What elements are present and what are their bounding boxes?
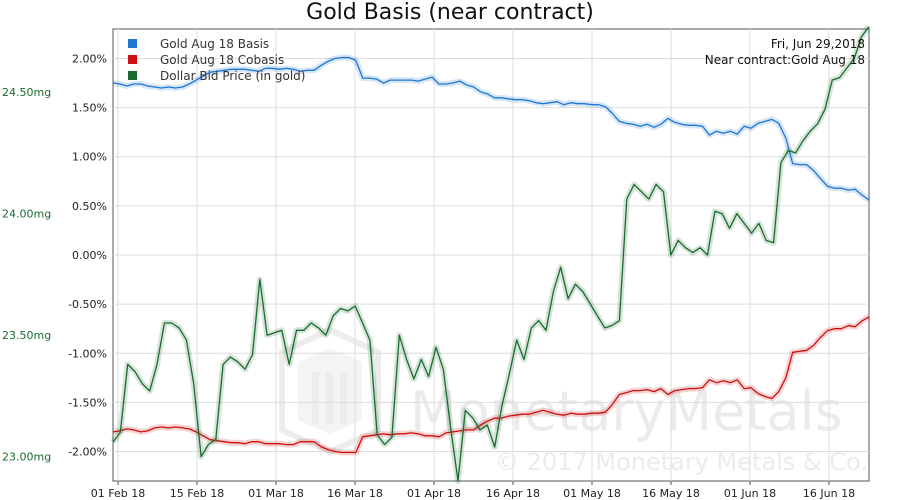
x-tick-label: 01 Apr 18 [407,487,461,500]
y-right-tick-label: -1.50% [68,396,107,409]
info-contract: Near contract:Gold Aug 18 [705,53,865,67]
x-tick-label: 16 Apr 18 [486,487,540,500]
x-axis: 01 Feb 18 15 Feb 18 01 Mar 18 16 Mar 18 01 A… [91,481,855,500]
x-tick-label: 01 Feb 18 [91,487,145,500]
y-left-tick-label: 24.50mg [2,86,51,99]
x-tick-label: 16 May 18 [642,487,700,500]
y-right-tick-label: 0.50% [72,200,107,213]
legend-label-cobasis: Gold Aug 18 Cobasis [160,53,284,67]
x-tick-label: 01 Mar 18 [248,487,304,500]
y-right-tick-label: -2.00% [68,446,107,459]
x-tick-label: 16 Jun 18 [803,487,855,500]
info-date: Fri, Jun 29,2018 [771,37,865,51]
grid [113,29,869,481]
y-axis-left: 24.50mg 24.00mg 23.50mg 23.00mg [2,86,51,464]
series-line-0 [112,56,870,201]
x-tick-label: 15 Feb 18 [170,487,224,500]
series-line-1 [112,316,870,454]
chart-title: Gold Basis (near contract) [306,0,594,25]
x-tick-label: 16 Mar 18 [327,487,383,500]
y-left-tick-label: 24.00mg [2,208,51,221]
watermark: MonetaryMetals © 2017 Monetary Metals & … [279,326,868,476]
y-right-tick-label: -1.00% [68,347,107,360]
legend-label-price: Dollar Bid Price (in gold) [160,69,305,83]
y-left-tick-label: 23.50mg [2,329,51,342]
watermark-brand: MonetaryMetals [410,380,843,443]
x-tick-label: 01 Jun 18 [724,487,776,500]
legend-swatch-basis [128,39,137,48]
y-right-tick-label: 1.50% [72,102,107,115]
legend-label-basis: Gold Aug 18 Basis [160,37,269,51]
series-layer [110,24,872,484]
series-line-2 [112,26,870,482]
y-right-tick-label: 1.00% [72,151,107,164]
x-tick-label: 01 May 18 [563,487,621,500]
info-box: Fri, Jun 29,2018 Near contract:Gold Aug … [705,37,865,67]
legend-swatch-price [128,71,137,80]
watermark-copyright: © 2017 Monetary Metals & Co. [495,448,868,476]
y-axis-right: 2.00% 1.50% 1.00% 0.50% 0.00% -0.50% -1.00% -1.… [68,52,107,458]
y-right-tick-label: 0.00% [72,249,107,262]
y-right-tick-label: -0.50% [68,298,107,311]
legend-swatch-cobasis [128,55,137,64]
y-right-tick-label: 2.00% [72,52,107,65]
legend: Gold Aug 18 Basis Gold Aug 18 Cobasis Do… [128,37,305,83]
y-left-tick-label: 23.00mg [2,451,51,464]
